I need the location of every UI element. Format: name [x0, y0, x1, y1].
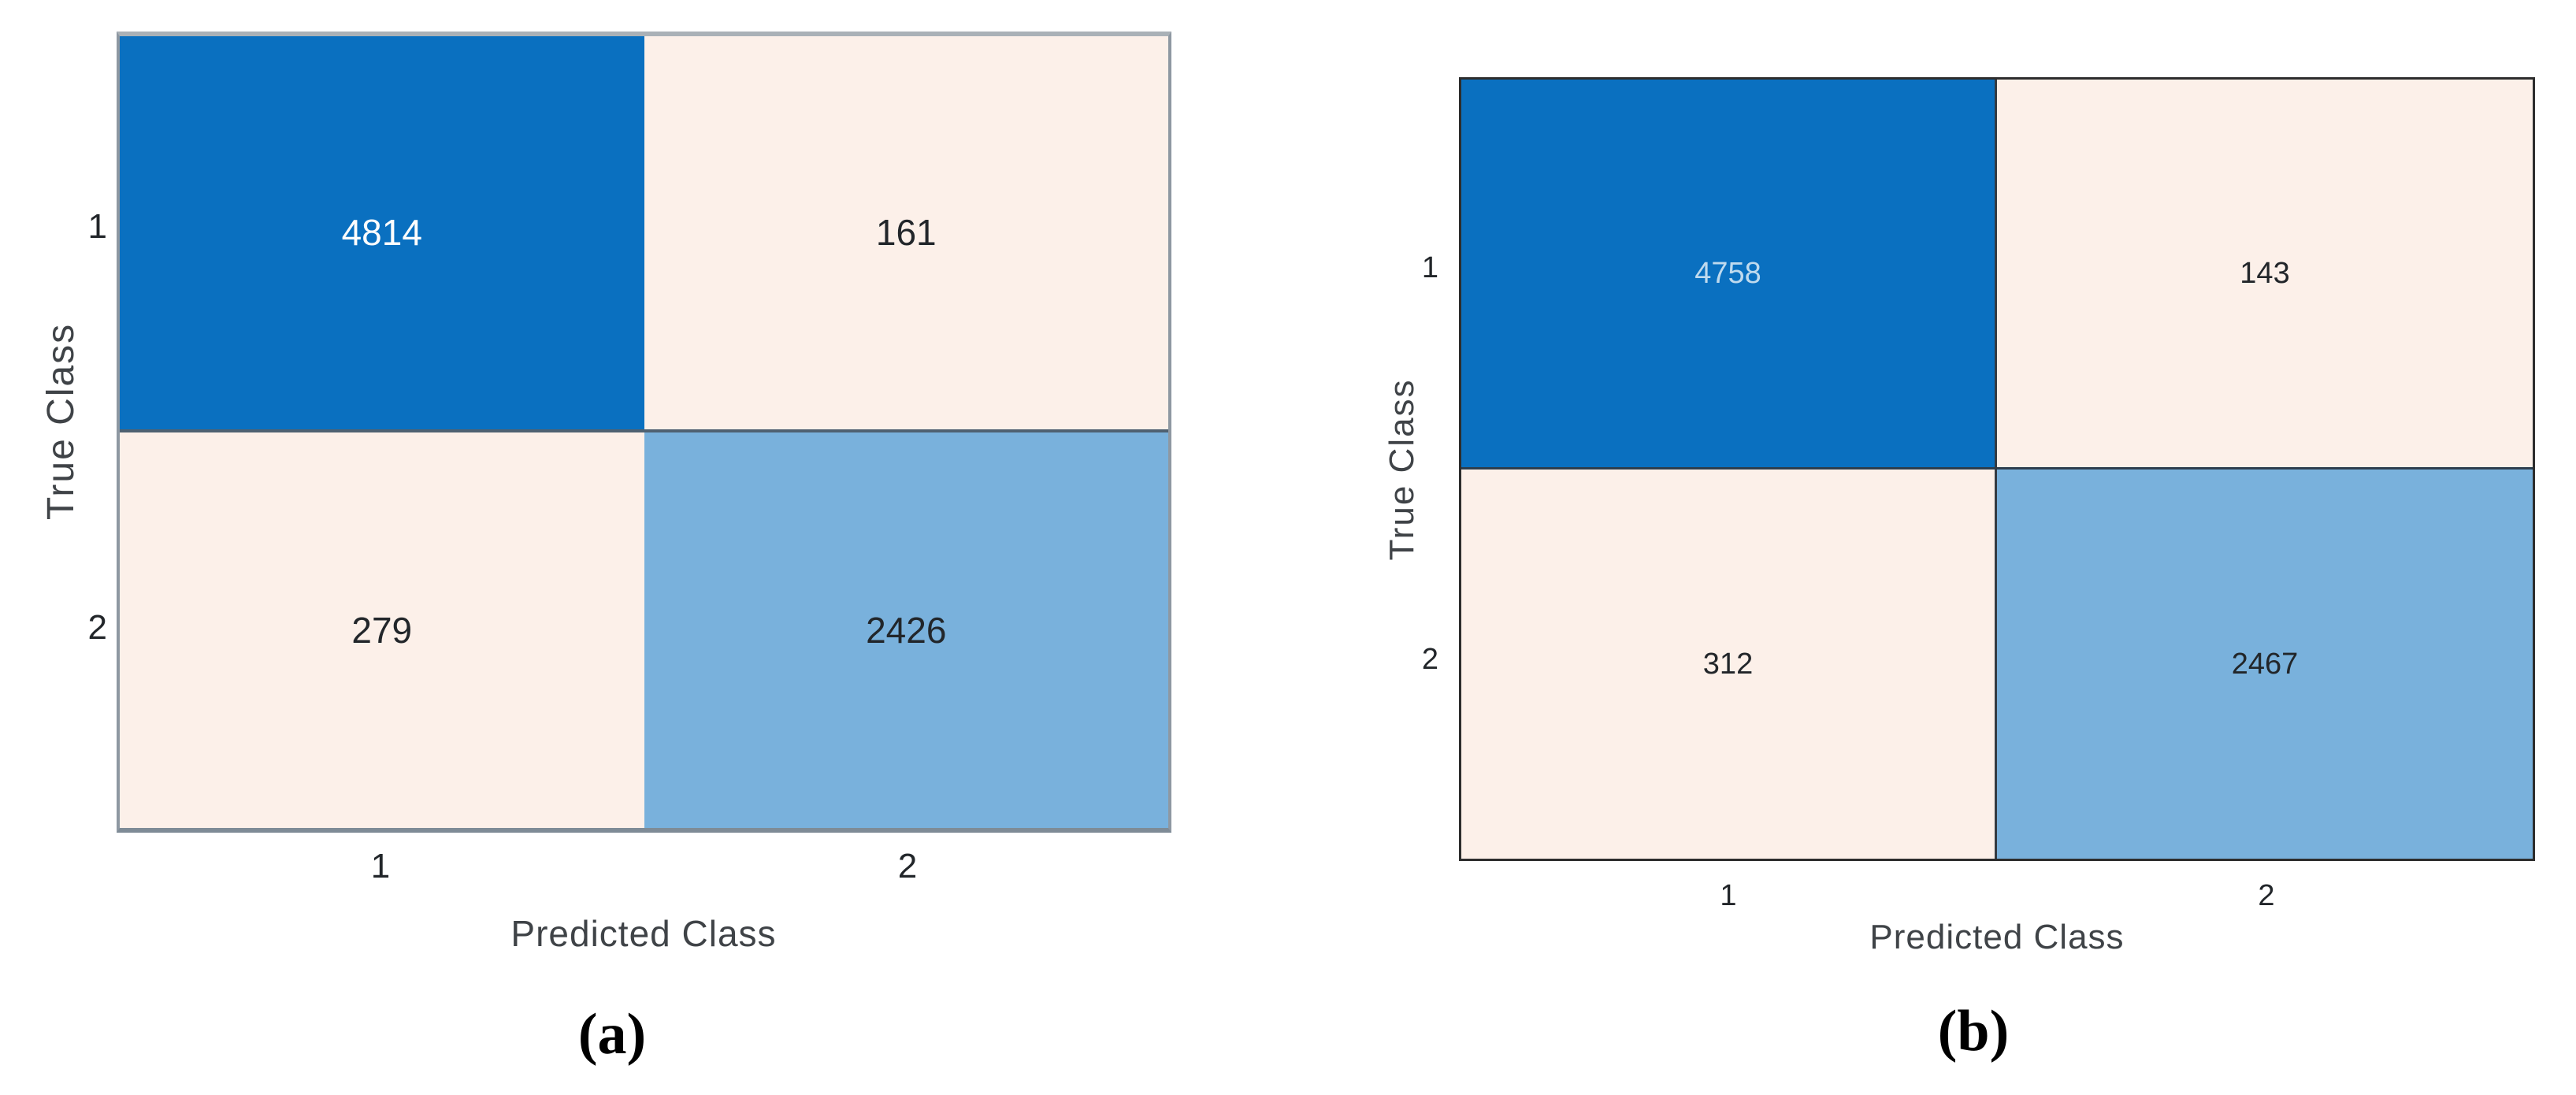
cell-a-true1-pred1: 4814: [120, 36, 644, 432]
x-tick-a-1: 1: [370, 847, 391, 885]
x-axis-label-b: Predicted Class: [1869, 918, 2125, 956]
cell-b-true1-pred2: 143: [1997, 80, 2533, 470]
x-tick-b-1: 1: [1720, 879, 1737, 912]
matrix-grid-b: 4758 143 312 2467: [1459, 77, 2535, 861]
cell-a-true1-pred2: 161: [644, 36, 1168, 432]
x-tick-b-2: 2: [2258, 879, 2275, 912]
cell-a-true2-pred1: 279: [120, 432, 644, 828]
cell-b-true2-pred2: 2467: [1997, 469, 2533, 859]
matrix-grid-a: 4814 161 279 2426: [117, 32, 1171, 833]
y-tick-a-1: 1: [87, 207, 107, 246]
cell-a-true2-pred2: 2426: [644, 432, 1168, 828]
panel-caption-b: (b): [1937, 999, 2010, 1063]
cell-b-true2-pred1: 312: [1461, 469, 1997, 859]
y-tick-a-2: 2: [87, 608, 107, 647]
panel-caption-a: (a): [577, 1002, 647, 1067]
x-tick-a-2: 2: [897, 847, 918, 885]
y-tick-b-1: 1: [1421, 251, 1438, 284]
cell-b-true1-pred1: 4758: [1461, 80, 1997, 470]
x-axis-label-a: Predicted Class: [510, 913, 777, 954]
y-tick-b-2: 2: [1421, 643, 1438, 676]
y-axis-label-b: True Class: [1383, 378, 1421, 561]
